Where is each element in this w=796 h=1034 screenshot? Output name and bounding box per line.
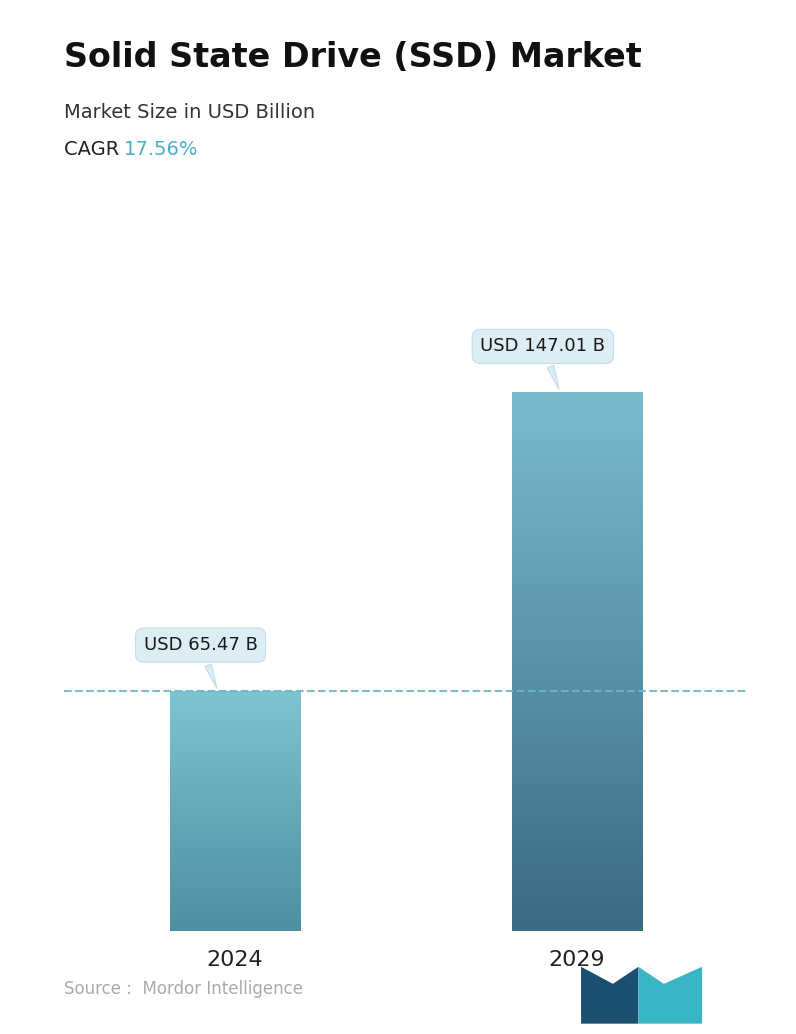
Text: USD 65.47 B: USD 65.47 B [143,636,258,689]
Text: Market Size in USD Billion: Market Size in USD Billion [64,103,314,122]
Text: Solid State Drive (SSD) Market: Solid State Drive (SSD) Market [64,41,642,74]
Text: CAGR: CAGR [64,140,125,158]
Polygon shape [581,967,638,1024]
Text: Source :  Mordor Intelligence: Source : Mordor Intelligence [64,980,302,998]
Text: 17.56%: 17.56% [123,140,198,158]
Polygon shape [638,967,702,1024]
Text: USD 147.01 B: USD 147.01 B [480,337,606,390]
